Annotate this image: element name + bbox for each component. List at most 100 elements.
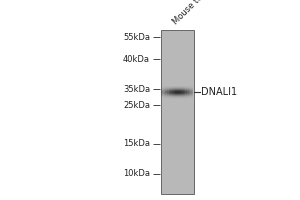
Bar <box>162 97 164 98</box>
Bar <box>169 91 170 92</box>
Bar <box>160 92 162 93</box>
Bar <box>160 86 162 87</box>
Bar <box>180 92 182 93</box>
Bar <box>182 88 184 89</box>
Bar <box>172 86 174 87</box>
Bar <box>175 97 177 98</box>
Bar <box>164 87 166 88</box>
Text: 35kDa: 35kDa <box>123 84 150 94</box>
Bar <box>172 91 174 92</box>
Bar <box>175 93 177 94</box>
Bar <box>170 95 172 96</box>
Bar <box>184 95 185 96</box>
Bar <box>169 94 170 95</box>
Bar <box>160 93 162 94</box>
Bar <box>190 86 192 87</box>
Bar <box>177 88 179 89</box>
Bar <box>187 90 188 91</box>
Bar <box>187 95 188 96</box>
Bar <box>189 96 190 97</box>
Bar <box>170 90 172 91</box>
Bar <box>184 97 185 98</box>
Bar <box>192 91 194 92</box>
Bar <box>169 88 170 89</box>
Bar <box>175 94 177 95</box>
Bar <box>172 94 174 95</box>
Bar <box>162 86 164 87</box>
Bar <box>170 97 172 98</box>
Bar <box>192 93 194 94</box>
Bar <box>177 93 179 94</box>
Bar <box>182 97 184 98</box>
Bar <box>189 89 190 90</box>
Bar <box>179 88 180 89</box>
Bar <box>175 88 177 89</box>
Bar <box>180 91 182 92</box>
Bar <box>160 30 194 194</box>
Bar <box>160 90 162 91</box>
Bar <box>180 94 182 95</box>
Bar <box>185 96 187 97</box>
Bar <box>170 94 172 95</box>
Bar <box>175 87 177 88</box>
Bar <box>180 87 182 88</box>
Text: 25kDa: 25kDa <box>123 100 150 110</box>
Bar <box>190 93 192 94</box>
Bar <box>184 96 185 97</box>
Bar <box>190 95 192 96</box>
Bar <box>172 88 174 89</box>
Bar <box>190 89 192 90</box>
Bar <box>185 90 187 91</box>
Bar <box>179 93 180 94</box>
Bar <box>167 86 169 87</box>
Bar <box>192 87 194 88</box>
Bar <box>162 89 164 90</box>
Bar <box>185 91 187 92</box>
Bar <box>160 96 162 97</box>
Bar <box>179 95 180 96</box>
Bar <box>164 86 166 87</box>
Bar <box>189 86 190 87</box>
Bar <box>162 87 164 88</box>
Bar <box>187 93 188 94</box>
Bar <box>187 88 188 89</box>
Bar <box>189 93 190 94</box>
Bar <box>172 93 174 94</box>
Bar <box>179 90 180 91</box>
Bar <box>189 91 190 92</box>
Bar <box>177 94 179 95</box>
Bar <box>184 86 185 87</box>
Bar <box>182 89 184 90</box>
Bar <box>174 93 175 94</box>
Bar <box>182 92 184 93</box>
Bar <box>189 90 190 91</box>
Bar <box>164 89 166 90</box>
Bar <box>185 94 187 95</box>
Bar <box>185 92 187 93</box>
Bar <box>167 92 169 93</box>
Bar <box>167 95 169 96</box>
Bar <box>179 86 180 87</box>
Bar <box>170 92 172 93</box>
Bar <box>162 92 164 93</box>
Text: 40kDa: 40kDa <box>123 54 150 64</box>
Bar <box>170 87 172 88</box>
Bar <box>169 95 170 96</box>
Bar <box>170 86 172 87</box>
Bar <box>169 93 170 94</box>
Bar <box>162 95 164 96</box>
Bar <box>169 96 170 97</box>
Bar <box>190 96 192 97</box>
Bar <box>187 89 188 90</box>
Bar <box>185 95 187 96</box>
Bar <box>180 95 182 96</box>
Bar <box>172 97 174 98</box>
Bar <box>182 90 184 91</box>
Bar <box>175 90 177 91</box>
Bar <box>192 92 194 93</box>
Bar <box>164 88 166 89</box>
Bar <box>185 97 187 98</box>
Bar <box>184 89 185 90</box>
Bar <box>179 89 180 90</box>
Bar <box>185 86 187 87</box>
